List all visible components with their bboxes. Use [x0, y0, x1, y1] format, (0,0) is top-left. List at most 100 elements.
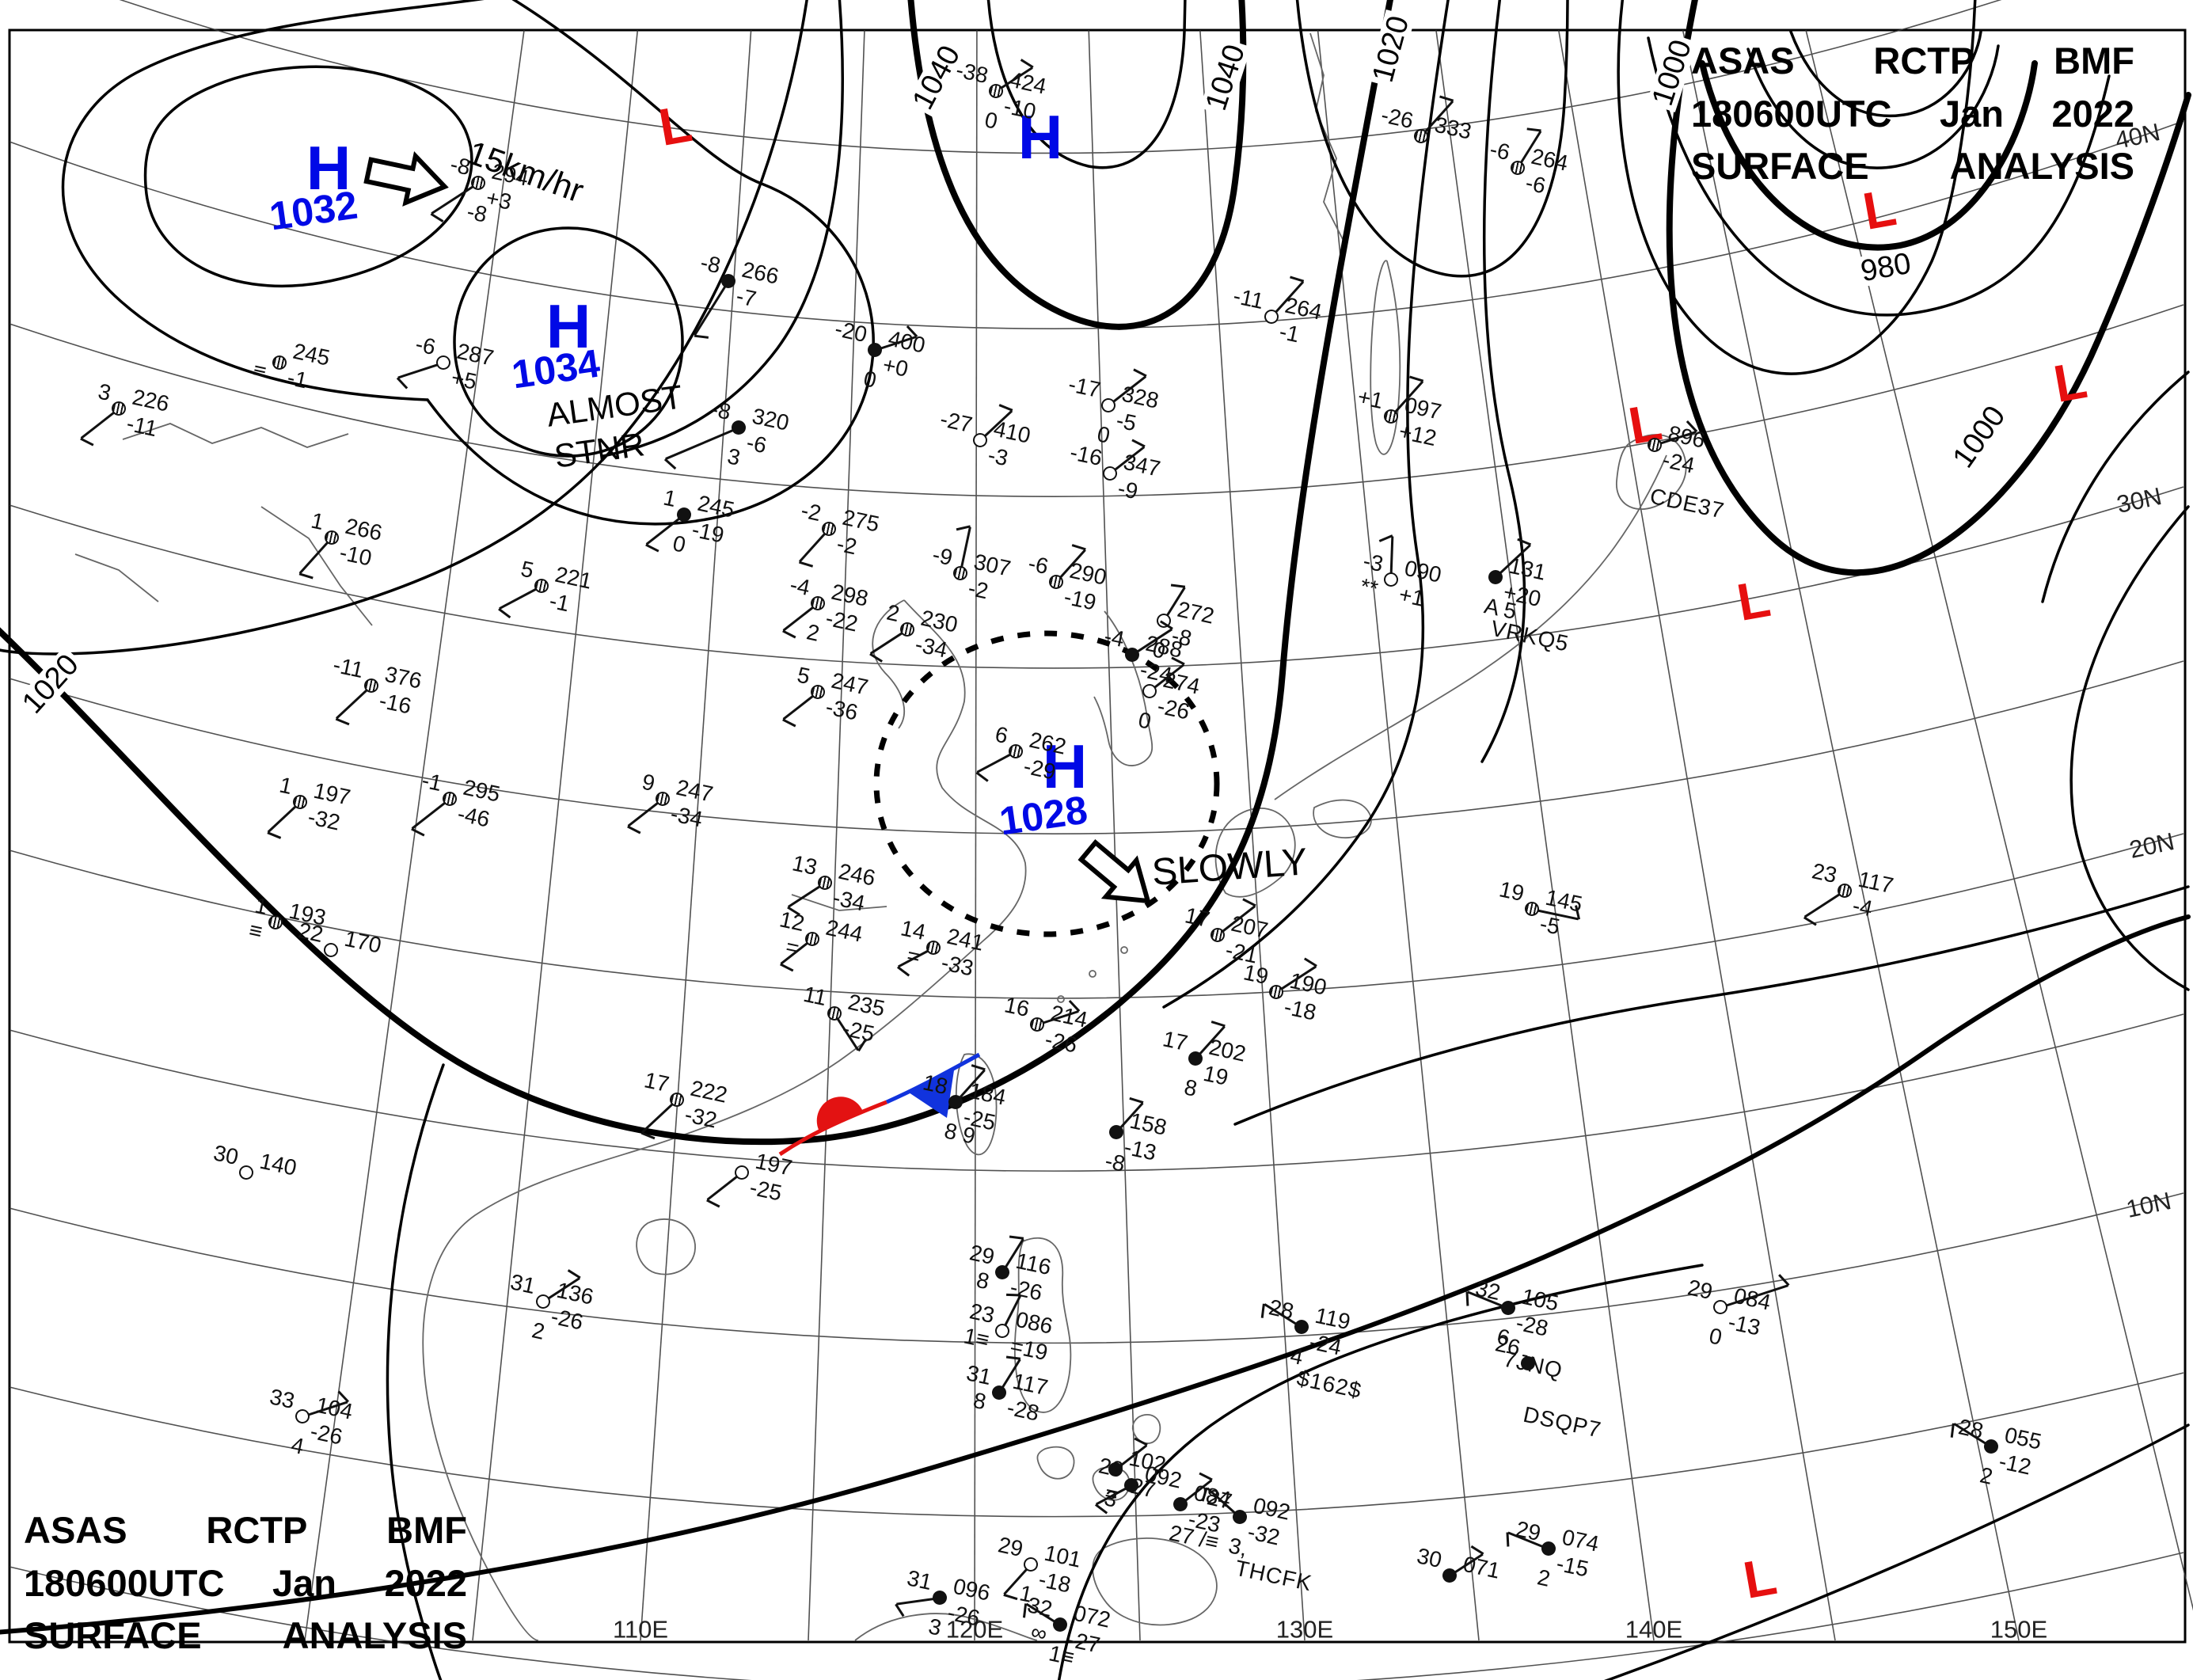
station-dewpoint: 19 — [1201, 1060, 1231, 1090]
station-temp: 29 — [1686, 1275, 1715, 1305]
title-line: ASAS RCTP BMF — [1691, 35, 2134, 88]
station-weather: 1≡ — [961, 1323, 992, 1353]
wind-barb-tick — [1465, 1290, 1469, 1306]
title-line: SURFACE ANALYSIS — [24, 1610, 467, 1663]
title-word: ASAS — [1691, 40, 1795, 82]
station-temp: 14 — [899, 915, 928, 945]
station-temp: 29 — [967, 1240, 997, 1270]
station-temp: 27 — [1205, 1484, 1234, 1515]
station-temp: 13 — [790, 850, 819, 880]
title-line: ASAS RCTP BMF — [24, 1504, 467, 1557]
station-temp: 12 — [777, 907, 807, 937]
title-word: ANALYSIS — [1949, 145, 2134, 188]
meridian-line — [1805, 29, 2193, 1611]
title-word: SURFACE — [24, 1614, 202, 1657]
meridian-line — [974, 29, 978, 1641]
title-word: 180600UTC — [1691, 92, 1892, 135]
station-dewpoint: +5 — [449, 364, 479, 394]
station-temp: 16 — [1002, 992, 1032, 1022]
motion-arrow-15kmh — [363, 151, 449, 207]
station-temp: 22 — [296, 918, 325, 948]
meridian-line — [472, 29, 639, 1641]
station-temp: 31 — [905, 1565, 934, 1595]
station-temp: 29 — [1514, 1516, 1543, 1546]
station-temp: 29 — [1096, 1453, 1126, 1483]
high-center-symbol: H — [545, 291, 591, 361]
graticule — [9, 0, 2193, 1680]
title-word: RCTP — [206, 1509, 308, 1551]
title-word: BMF — [386, 1509, 467, 1551]
parallel-line — [9, 1372, 2184, 1518]
station-temp: +1 — [1355, 384, 1385, 414]
map-border — [8, 29, 2187, 1644]
parallel-line — [9, 304, 2184, 497]
high-center-symbol: H — [1017, 102, 1063, 172]
high-center-symbol: H — [1042, 732, 1088, 801]
chart-title-top-right: ASAS RCTP BMF 180600UTC Jan 2022 SURFACE ANALYS… — [1691, 35, 2134, 193]
longitude-label: 110E — [612, 1615, 669, 1644]
station-temp: 11 — [801, 981, 829, 1011]
station-temp: 30 — [1415, 1543, 1444, 1573]
high-motion-circle — [873, 630, 1220, 937]
title-word: Jan — [1939, 92, 2004, 135]
parallel-line — [9, 1552, 2184, 1680]
meridian-line — [1088, 29, 1141, 1641]
station-temp: 28 — [1956, 1414, 1986, 1444]
title-word: ASAS — [24, 1509, 127, 1551]
coastlines — [74, 32, 1687, 1641]
station-temp: 17 — [1161, 1026, 1190, 1056]
longitude-label: 120E — [945, 1615, 1004, 1644]
station-temp: 31 — [508, 1269, 538, 1299]
longitude-label: 130E — [1275, 1615, 1334, 1644]
meridian-line — [1199, 29, 1306, 1641]
warm-front-semicircle — [816, 1097, 863, 1130]
station-extra: 1≡ — [1047, 1640, 1077, 1670]
parallel-line — [9, 660, 2184, 834]
parallel-line — [9, 1192, 2184, 1344]
cold-front-triangle — [909, 1070, 954, 1118]
station-temp: 29 — [996, 1532, 1025, 1562]
station-dewpoint: +0 — [880, 352, 910, 382]
station-temp: 23 — [967, 1298, 997, 1328]
meridian-line — [304, 29, 525, 1641]
station-temp: 32 — [1473, 1275, 1503, 1306]
meridian-line — [1682, 29, 2020, 1641]
station-temp: 19 — [1497, 876, 1526, 907]
station-temp: 28 — [1267, 1294, 1296, 1325]
title-line: SURFACE ANALYSIS — [1691, 140, 2134, 193]
title-word: 2022 — [384, 1561, 467, 1604]
station-temp: 19 — [1241, 960, 1271, 990]
station-temp: 32 — [1025, 1592, 1055, 1622]
station-dewpoint: +3 — [484, 184, 514, 215]
station-temp: 17 — [1183, 903, 1212, 933]
station-temp: 17 — [642, 1067, 671, 1097]
longitude-label: 150E — [1990, 1615, 2048, 1644]
station-temp: 26 — [1493, 1331, 1522, 1361]
title-line: 180600UTC Jan 2022 — [1691, 88, 2134, 141]
chart-title-bottom-left: ASAS RCTP BMF 180600UTC Jan 2022 SURFACE ANALYS… — [24, 1504, 467, 1663]
wind-barb-tick — [1006, 1293, 1021, 1297]
station-temp: 31 — [964, 1360, 994, 1390]
title-word: Jan — [272, 1561, 336, 1604]
high-center-symbol: H — [306, 133, 352, 203]
station-dewpoint: +1 — [1397, 581, 1427, 611]
station-temp: 23 — [1810, 858, 1839, 888]
title-word: SURFACE — [1691, 145, 1869, 188]
station-temp: 30 — [211, 1140, 241, 1170]
front-stationary — [778, 1052, 981, 1157]
title-word: ANALYSIS — [282, 1614, 467, 1657]
meridian-line — [1317, 29, 1480, 1641]
meridian-line — [808, 29, 865, 1641]
longitude-label: 140E — [1625, 1615, 1683, 1644]
meridian-line — [1435, 29, 1655, 1641]
parallel-line — [9, 1013, 2184, 1172]
parallel-line — [9, 833, 2184, 999]
parallel-line — [119, 0, 2002, 154]
motion-arrow-slowly — [1077, 839, 1151, 904]
parallel-line — [9, 120, 2184, 329]
wind-barb-tick — [1506, 1531, 1510, 1547]
title-line: 180600UTC Jan 2022 — [24, 1557, 467, 1610]
